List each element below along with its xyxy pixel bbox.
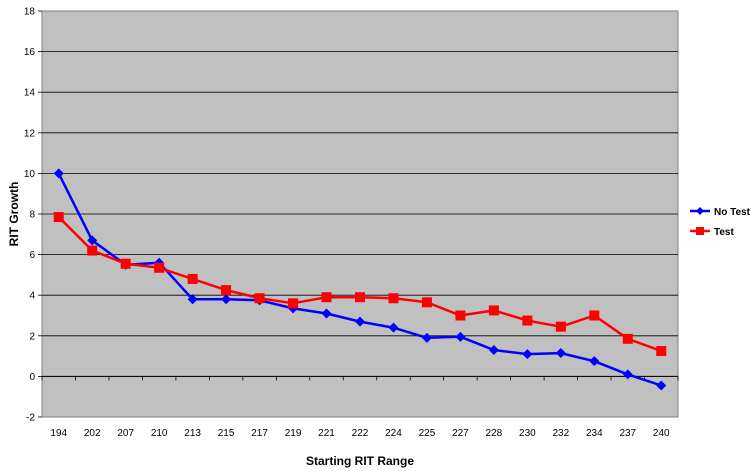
x-axis-title: Starting RIT Range xyxy=(306,454,414,468)
data-point-test xyxy=(656,346,667,357)
legend-marker-no-test xyxy=(696,207,704,215)
legend-label-no-test: No Test xyxy=(714,207,751,218)
x-tick-label: 213 xyxy=(184,428,201,439)
data-point-test xyxy=(120,258,131,269)
data-point-no-test xyxy=(555,348,566,359)
x-tick-label: 225 xyxy=(419,428,436,439)
data-point-no-test xyxy=(522,349,533,360)
data-point-no-test xyxy=(187,294,198,305)
data-point-no-test xyxy=(355,316,365,327)
data-point-no-test xyxy=(221,294,232,305)
y-tick-label: 2 xyxy=(29,331,35,342)
x-tick-label: 219 xyxy=(285,428,302,439)
data-point-test xyxy=(254,293,265,304)
y-axis-tick-labels: -2 0 2 4 6 8 10 12 14 16 18 xyxy=(24,7,42,424)
data-point-test xyxy=(355,292,365,303)
data-point-test xyxy=(321,292,332,303)
data-point-no-test xyxy=(87,235,98,246)
x-tick-label: 240 xyxy=(653,428,670,439)
legend: No Test Test xyxy=(690,207,751,238)
y-tick-label: -2 xyxy=(26,413,35,424)
data-point-no-test xyxy=(455,331,466,342)
data-point-test xyxy=(589,310,600,321)
y-tick-label: 14 xyxy=(24,88,36,99)
data-point-test xyxy=(53,212,64,223)
y-tick-label: 8 xyxy=(29,210,35,221)
legend-label-test: Test xyxy=(714,227,734,238)
x-tick-label: 202 xyxy=(84,428,101,439)
x-tick-label: 228 xyxy=(486,428,503,439)
data-point-test xyxy=(221,285,232,296)
x-tick-label: 237 xyxy=(619,428,636,439)
data-point-test xyxy=(622,333,633,344)
x-tick-label: 217 xyxy=(251,428,268,439)
y-tick-label: 4 xyxy=(29,291,35,302)
x-tick-label: 215 xyxy=(218,428,235,439)
data-point-no-test xyxy=(388,322,399,333)
y-tick-label: 10 xyxy=(24,169,36,180)
x-tick-label: 227 xyxy=(452,428,469,439)
data-point-no-test xyxy=(53,168,64,179)
legend-marker-test xyxy=(696,227,704,235)
data-point-test xyxy=(388,293,399,304)
data-point-test xyxy=(87,245,98,256)
data-point-test xyxy=(421,297,432,308)
gridlines xyxy=(42,51,678,377)
data-point-test xyxy=(488,305,499,316)
x-tick-label: 221 xyxy=(318,428,335,439)
data-point-test xyxy=(555,321,566,332)
y-tick-label: 12 xyxy=(24,128,36,139)
x-tick-label: 234 xyxy=(586,428,603,439)
y-tick-label: 6 xyxy=(29,250,35,261)
data-point-no-test xyxy=(622,369,633,380)
data-point-no-test xyxy=(321,308,332,319)
x-tick-label: 194 xyxy=(50,428,67,439)
x-tick-label: 230 xyxy=(519,428,536,439)
series-markers xyxy=(53,168,667,391)
data-point-test xyxy=(154,262,165,273)
x-tick-label: 222 xyxy=(352,428,369,439)
y-tick-label: 18 xyxy=(24,7,36,18)
y-tick-label: 0 xyxy=(29,372,35,383)
data-point-no-test xyxy=(421,332,432,343)
y-axis-title: RIT Growth xyxy=(7,182,21,247)
y-tick-label: 16 xyxy=(24,47,36,58)
data-point-test xyxy=(522,315,533,326)
data-point-test xyxy=(187,273,198,284)
x-tick-label: 232 xyxy=(552,428,569,439)
x-tick-label: 210 xyxy=(151,428,168,439)
x-tick-label: 207 xyxy=(117,428,134,439)
x-tick-label: 224 xyxy=(385,428,402,439)
data-point-no-test xyxy=(488,345,499,356)
data-point-test xyxy=(455,310,466,321)
data-point-test xyxy=(288,298,299,309)
x-axis-tick-labels: 194 202 207 210 213 215 217 219 221 222 224 225 227 2… xyxy=(41,376,679,439)
data-point-no-test xyxy=(589,356,600,367)
data-point-no-test xyxy=(656,380,667,391)
